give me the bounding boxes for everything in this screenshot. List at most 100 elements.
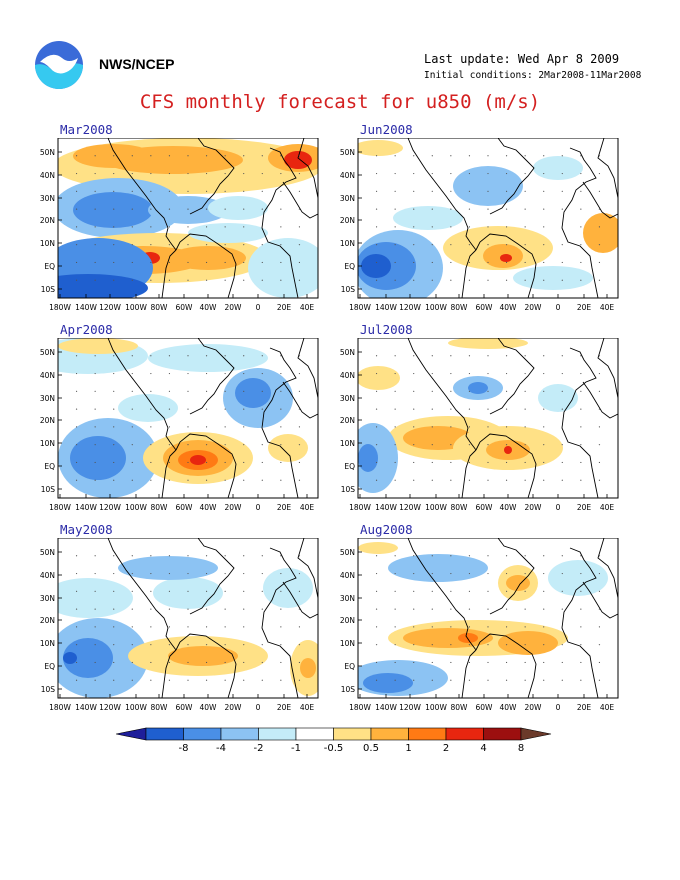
lon-label: 100W <box>425 503 447 512</box>
lon-label: 40E <box>600 703 615 712</box>
lon-label: 180W <box>49 703 71 712</box>
anomaly-region <box>58 274 148 298</box>
forecast-map-panel: 50N 40N 30N 20N 10N EQ 10S 180W 140W 120W 100W 80W 6… <box>40 138 319 312</box>
colorbar-swatch <box>370 727 409 741</box>
coastline <box>107 338 177 451</box>
lat-label: EQ <box>44 662 55 671</box>
lat-label: 10S <box>41 285 56 294</box>
colorbar-arrow-low <box>116 727 147 741</box>
lat-label: 20N <box>40 416 55 425</box>
anomaly-region <box>361 254 391 278</box>
lon-label: 60W <box>476 503 494 512</box>
panel-title-may: May2008 <box>60 522 113 537</box>
lon-label: 20W <box>525 703 543 712</box>
map-frame <box>357 538 619 699</box>
coastline <box>297 538 318 599</box>
anomaly-region <box>468 382 488 394</box>
coastline <box>161 649 177 698</box>
anomaly-region <box>73 144 153 168</box>
coastline <box>582 181 618 219</box>
lat-label: 10N <box>340 439 355 448</box>
lon-label: 20W <box>225 703 243 712</box>
anomaly-region <box>448 338 528 349</box>
lat-label: 10S <box>341 285 356 294</box>
anomaly-region <box>73 192 153 228</box>
lon-label: 40E <box>300 703 315 712</box>
anomaly-region <box>208 196 268 220</box>
anomaly-region <box>268 434 308 462</box>
lon-label: 20E <box>577 303 592 312</box>
lon-label: 80W <box>151 703 169 712</box>
coastline <box>189 138 235 215</box>
anomaly-region <box>168 646 238 666</box>
lat-label: 10N <box>40 639 55 648</box>
lon-label: 100W <box>425 703 447 712</box>
lon-label: 80W <box>451 303 469 312</box>
anomaly-region <box>548 560 608 596</box>
colorbar-swatch <box>258 727 297 741</box>
lon-label: 100W <box>125 503 147 512</box>
page-title: CFS monthly forecast for u850 (m/s) <box>139 91 541 113</box>
lon-label: 120W <box>99 703 121 712</box>
lat-label: 20N <box>340 216 355 225</box>
coastline <box>161 249 177 298</box>
lat-label: 40N <box>340 571 355 580</box>
lon-label: 100W <box>125 703 147 712</box>
lat-label: EQ <box>344 462 355 471</box>
lon-label: 40W <box>500 303 518 312</box>
lon-label: 180W <box>349 703 371 712</box>
lon-label: 40W <box>500 503 518 512</box>
colorbar-swatch <box>145 727 184 741</box>
panel-title-apr: Apr2008 <box>60 322 113 337</box>
colorbar-swatch <box>408 727 447 741</box>
lat-label: 10S <box>341 485 356 494</box>
coastline <box>561 347 599 498</box>
colorbar-label: 2 <box>443 743 449 754</box>
lon-label: 80W <box>451 703 469 712</box>
lon-label: 140W <box>375 703 397 712</box>
lon-label: 180W <box>49 303 71 312</box>
coastline <box>407 338 477 451</box>
shaded-field <box>58 138 318 298</box>
lon-label: 120W <box>399 303 421 312</box>
lat-label: 50N <box>340 348 355 357</box>
coastline <box>561 547 599 698</box>
coastline <box>282 181 318 219</box>
lat-label: 10N <box>40 439 55 448</box>
anomaly-region <box>500 254 512 262</box>
colorbar-label: 0.5 <box>363 743 379 754</box>
coastline <box>261 347 299 498</box>
forecast-map-panel: 50N 40N 30N 20N 10N EQ 10S 180W 140W 120W 100W 80W 6… <box>340 338 619 512</box>
shaded-field <box>58 338 318 498</box>
coastline <box>461 249 477 298</box>
lon-label: 180W <box>49 503 71 512</box>
lon-label: 0 <box>556 303 561 312</box>
anomaly-region <box>153 577 223 609</box>
coastline <box>489 538 535 615</box>
shaded-field <box>358 538 618 698</box>
colorbar-label: 8 <box>518 743 524 754</box>
colorbar-label: -8 <box>179 743 189 754</box>
lon-label: 100W <box>425 303 447 312</box>
colorbar-swatch <box>183 727 222 741</box>
lat-label: 50N <box>340 548 355 557</box>
lon-label: 140W <box>75 303 97 312</box>
lon-label: 20W <box>225 503 243 512</box>
coastline <box>189 538 235 615</box>
map-frame <box>57 138 319 299</box>
lat-label: 20N <box>40 216 55 225</box>
coastline <box>297 338 318 399</box>
lon-label: 140W <box>375 503 397 512</box>
lon-label: 180W <box>349 503 371 512</box>
lon-label: 40E <box>600 303 615 312</box>
coastline <box>261 147 299 298</box>
colorbar-label: -4 <box>216 743 226 754</box>
lat-label: 20N <box>40 616 55 625</box>
coastline <box>475 633 537 698</box>
coastline <box>582 381 618 419</box>
panel-title-mar: Mar2008 <box>60 122 113 137</box>
anomaly-region <box>63 652 77 664</box>
lat-label: EQ <box>344 262 355 271</box>
colorbar-label: -2 <box>254 743 264 754</box>
map-frame <box>57 338 319 499</box>
